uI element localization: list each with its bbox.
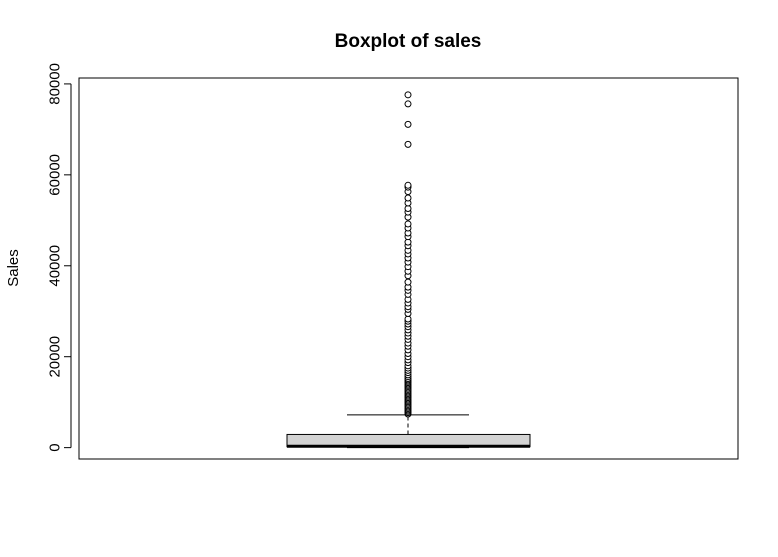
- y-tick-label: 20000: [47, 336, 64, 378]
- outlier-point: [404, 278, 412, 286]
- outlier-point: [404, 140, 412, 148]
- y-tick-label: 60000: [47, 154, 64, 196]
- outlier-point: [404, 91, 412, 99]
- box-plot: [286, 414, 531, 449]
- outlier-point: [404, 181, 412, 189]
- outlier-point: [404, 220, 412, 228]
- plot-area-border: [78, 77, 739, 460]
- y-tick-label: 80000: [47, 63, 64, 105]
- outlier-point: [404, 100, 412, 108]
- outlier-point: [404, 120, 412, 128]
- outlier-points: [404, 91, 412, 418]
- y-axis-label: Sales: [5, 249, 22, 287]
- y-tick-label: 0: [47, 443, 64, 451]
- chart-title: Boxplot of sales: [335, 31, 482, 52]
- outlier-point: [404, 194, 412, 202]
- y-axis: 0 20000 40000 60000 80000: [47, 63, 72, 452]
- y-tick-label: 40000: [47, 245, 64, 287]
